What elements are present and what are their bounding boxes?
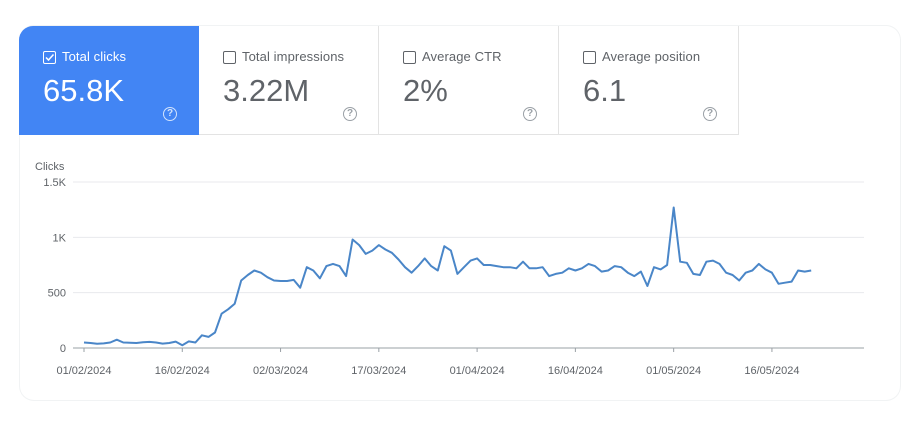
metric-label: Average CTR: [422, 49, 502, 64]
x-tick-label: 02/03/2024: [253, 365, 308, 377]
metric-label: Total impressions: [242, 49, 345, 64]
checkbox-unchecked-icon[interactable]: [223, 51, 236, 64]
checkbox-unchecked-icon[interactable]: [403, 51, 416, 64]
x-tick-label: 01/02/2024: [56, 365, 111, 377]
metric-total-clicks[interactable]: Total clicks 65.8K ?: [19, 26, 199, 135]
gridlines: [73, 181, 864, 349]
metric-average-ctr[interactable]: Average CTR 2% ?: [379, 26, 559, 135]
metric-label: Average position: [602, 49, 701, 64]
checkbox-checked-icon[interactable]: [43, 51, 56, 64]
metric-tabs: Total clicks 65.8K ? Total impressions 3…: [19, 26, 739, 135]
metric-average-position[interactable]: Average position 6.1 ?: [559, 26, 739, 135]
y-axis-title: Clicks: [35, 161, 65, 173]
y-tick-label: 0: [60, 343, 66, 355]
help-icon[interactable]: ?: [703, 107, 717, 121]
help-icon[interactable]: ?: [343, 107, 357, 121]
y-axis-ticks: 0 500 1K 1.5K: [43, 177, 66, 355]
metric-label: Total clicks: [62, 49, 127, 64]
x-tick-label: 16/04/2024: [548, 365, 603, 377]
x-tick-label: 16/02/2024: [155, 365, 210, 377]
y-tick-label: 1.5K: [43, 177, 66, 189]
metric-value: 3.22M: [223, 73, 310, 108]
help-icon[interactable]: ?: [163, 107, 177, 121]
x-tick-label: 16/05/2024: [744, 365, 799, 377]
series-line-clicks[interactable]: [83, 206, 812, 347]
x-axis-ticks: 01/02/2024 16/02/2024 02/03/2024 17/03/2024…: [56, 348, 799, 377]
y-tick-label: 500: [48, 288, 66, 300]
x-tick-label: 17/03/2024: [351, 365, 406, 377]
y-tick-label: 1K: [53, 232, 67, 244]
metric-value: 65.8K: [43, 73, 125, 108]
metric-total-impressions[interactable]: Total impressions 3.22M ?: [199, 26, 379, 135]
metric-value: 2%: [403, 73, 448, 108]
checkbox-unchecked-icon[interactable]: [583, 51, 596, 64]
x-tick-label: 01/04/2024: [450, 365, 505, 377]
metric-value: 6.1: [583, 73, 627, 108]
x-tick-label: 01/05/2024: [646, 365, 701, 377]
help-icon[interactable]: ?: [523, 107, 537, 121]
